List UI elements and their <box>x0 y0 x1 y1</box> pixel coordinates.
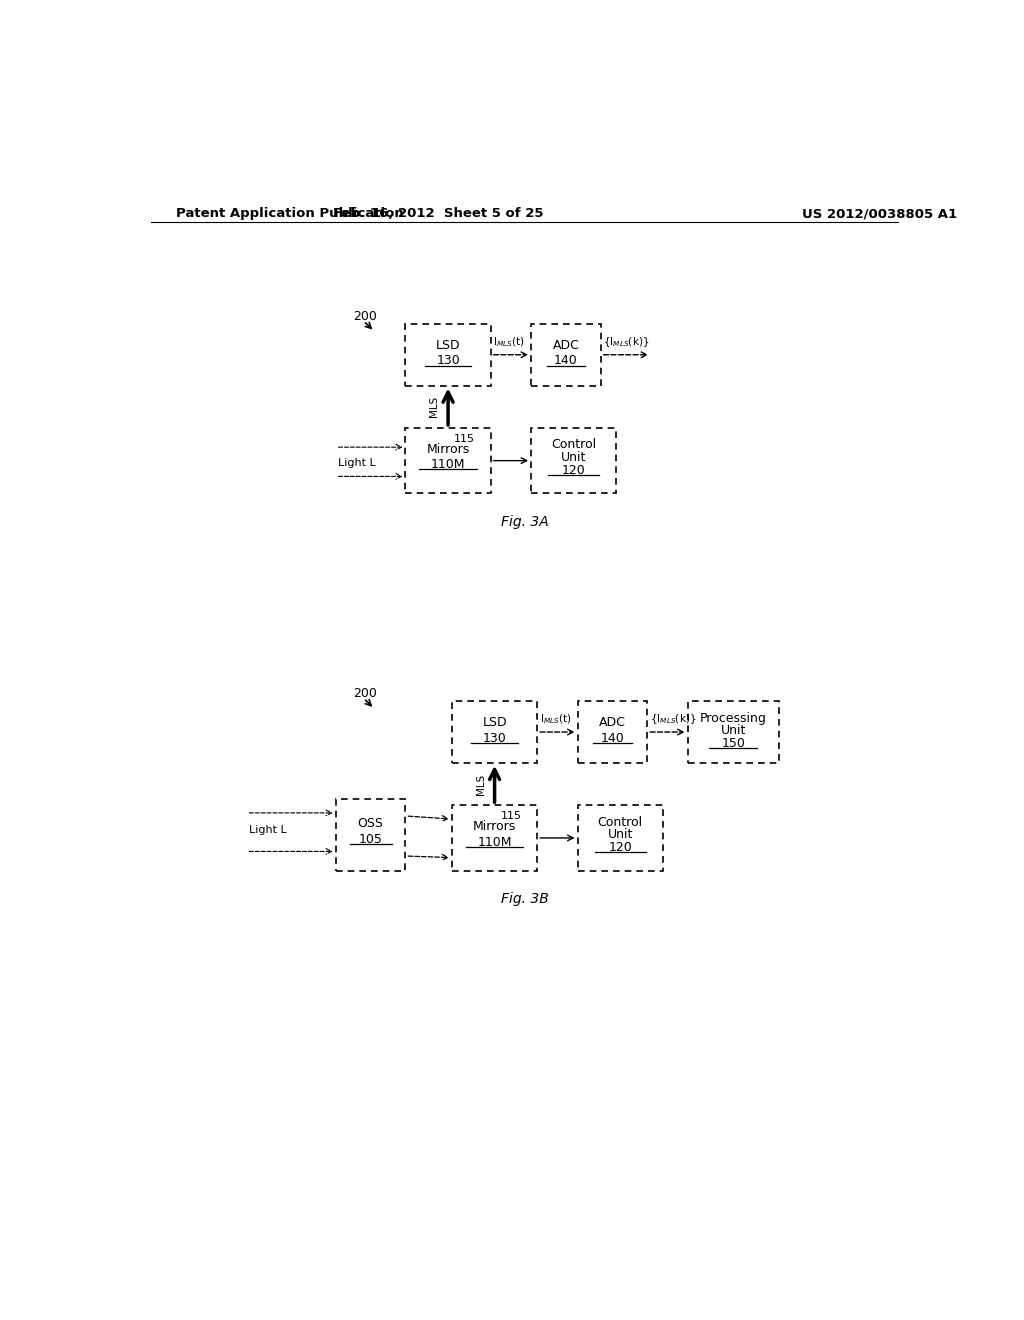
Text: 120: 120 <box>562 463 586 477</box>
Text: Fig. 3B: Fig. 3B <box>501 892 549 906</box>
Text: MLS: MLS <box>475 774 485 795</box>
Text: Control: Control <box>551 438 596 451</box>
Text: {I$_{MLS}$(k)}: {I$_{MLS}$(k)} <box>603 335 649 348</box>
Text: I$_{MLS}$(t): I$_{MLS}$(t) <box>540 713 571 726</box>
Text: 200: 200 <box>352 310 377 323</box>
Text: I$_{MLS}$(t): I$_{MLS}$(t) <box>493 335 524 348</box>
Text: 120: 120 <box>608 841 632 854</box>
Bar <box>531 323 601 385</box>
Text: US 2012/0038805 A1: US 2012/0038805 A1 <box>802 207 957 220</box>
Bar <box>452 805 538 871</box>
Text: Control: Control <box>598 816 643 829</box>
Text: Patent Application Publication: Patent Application Publication <box>176 207 403 220</box>
Text: 150: 150 <box>721 737 745 750</box>
Text: Mirrors: Mirrors <box>426 444 470 455</box>
Text: 130: 130 <box>482 731 507 744</box>
Text: 105: 105 <box>358 833 383 846</box>
Text: ADC: ADC <box>552 339 580 352</box>
Text: Unit: Unit <box>561 450 587 463</box>
Text: Light L: Light L <box>338 458 376 467</box>
Text: 140: 140 <box>554 354 578 367</box>
Text: LSD: LSD <box>436 339 461 352</box>
Text: 110M: 110M <box>477 836 512 849</box>
Text: Processing: Processing <box>699 711 767 725</box>
Text: MLS: MLS <box>429 396 439 417</box>
Text: OSS: OSS <box>357 817 384 830</box>
Text: Light L: Light L <box>249 825 287 836</box>
Bar <box>578 701 647 763</box>
Bar <box>578 805 663 871</box>
Bar <box>406 428 490 494</box>
Bar <box>687 701 779 763</box>
Text: 140: 140 <box>600 731 625 744</box>
Bar <box>452 701 538 763</box>
Text: Unit: Unit <box>721 723 745 737</box>
Bar <box>531 428 616 494</box>
Text: 130: 130 <box>436 354 460 367</box>
Bar <box>336 799 406 871</box>
Text: 115: 115 <box>455 434 475 444</box>
Text: 110M: 110M <box>431 458 465 471</box>
Text: Feb. 16, 2012  Sheet 5 of 25: Feb. 16, 2012 Sheet 5 of 25 <box>333 207 544 220</box>
Text: Unit: Unit <box>607 828 633 841</box>
Text: 200: 200 <box>352 686 377 700</box>
Text: Fig. 3A: Fig. 3A <box>501 515 549 529</box>
Text: Mirrors: Mirrors <box>473 820 516 833</box>
Bar <box>406 323 490 385</box>
Text: {I$_{MLS}$(k)}: {I$_{MLS}$(k)} <box>649 711 696 726</box>
Text: ADC: ADC <box>599 717 626 730</box>
Text: LSD: LSD <box>482 717 507 730</box>
Text: 115: 115 <box>501 810 522 821</box>
